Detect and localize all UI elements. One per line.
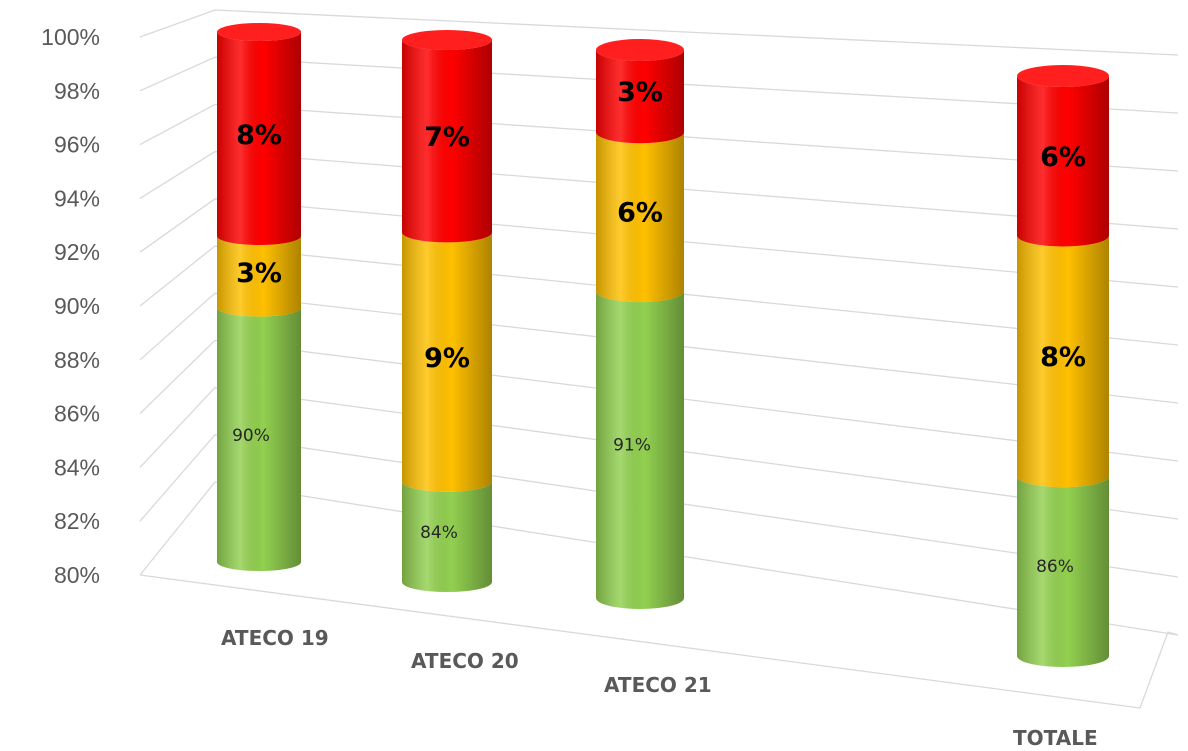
data-label: 6% <box>617 198 663 229</box>
bar-segment-shading <box>402 40 492 243</box>
bar-segment-shading <box>1017 476 1109 667</box>
bar-segment-shading <box>596 132 684 303</box>
y-tick-label: 98% <box>54 78 100 104</box>
x-category-label: ATECO 20 <box>411 649 519 673</box>
bar-segment-shading <box>217 32 301 246</box>
y-axis-tick-labels: 80% 82% 84% 86% 88% 90% 92% 94% 96% 98% 100% <box>41 24 100 588</box>
data-label: 84% <box>420 523 458 543</box>
gridline <box>139 434 1179 578</box>
data-label: 3% <box>617 77 663 108</box>
y-tick-label: 84% <box>54 454 100 480</box>
y-tick-label: 88% <box>54 347 100 373</box>
y-tick-label: 86% <box>54 401 100 427</box>
bar-segment-shading <box>217 307 301 571</box>
bar-top-cap-highlight <box>217 23 301 41</box>
gridline <box>139 9 1179 56</box>
gridline <box>139 150 1179 230</box>
gridline <box>139 292 1179 404</box>
x-category-label: ATECO 19 <box>221 626 329 650</box>
floor-outline <box>139 481 1179 709</box>
data-label: 8% <box>236 120 282 151</box>
bar-top-cap-highlight <box>596 39 684 61</box>
bar-top-cap <box>1017 65 1109 87</box>
cylinder-bar: 91% 6% 3% <box>596 39 684 609</box>
floor-front-edge <box>139 574 1141 709</box>
gridline <box>139 339 1179 462</box>
y-tick-label: 92% <box>54 239 100 265</box>
bar-top-cap <box>402 30 492 50</box>
data-label: 91% <box>613 436 651 456</box>
cylinder-bar: 90% 3% 8% <box>217 23 301 571</box>
y-tick-label: 94% <box>54 185 100 211</box>
gridline <box>139 245 1179 346</box>
y-tick-label: 100% <box>41 24 100 50</box>
bar-segment-shading <box>217 236 301 317</box>
bar-segment-shading <box>1017 235 1109 488</box>
y-tick-label: 90% <box>54 293 100 319</box>
bars-layer: 90% 3% 8% 84% 9% 7% 91% 6% 3% 86% 8% 6% <box>217 23 1109 667</box>
bar-top-cap-highlight <box>1017 65 1109 87</box>
cylinder-bar: 86% 8% 6% <box>1017 65 1109 667</box>
gridline <box>139 103 1179 172</box>
data-label: 86% <box>1036 557 1074 577</box>
bar-segment-shading <box>402 481 492 592</box>
data-label: 6% <box>1040 142 1086 173</box>
gridline <box>139 56 1179 114</box>
cylinder-bar: 84% 9% 7% <box>402 30 492 592</box>
y-tick-label: 80% <box>54 562 100 588</box>
data-label: 90% <box>232 426 270 446</box>
bar-top-cap-highlight <box>402 30 492 50</box>
bar-segment-shading <box>596 50 684 144</box>
grid-layer <box>139 9 1179 709</box>
bar-segment-shading <box>596 291 684 609</box>
bar-segment-shading <box>402 232 492 492</box>
bar-top-cap <box>596 39 684 61</box>
data-label: 3% <box>236 258 282 289</box>
gridline <box>139 386 1179 520</box>
bar-segment-shading <box>1017 76 1109 247</box>
x-category-label: ATECO 21 <box>604 673 712 697</box>
x-category-label: TOTALE <box>1013 726 1098 750</box>
x-axis-category-labels: ATECO 19 ATECO 20 ATECO 21 TOTALE <box>221 626 1098 750</box>
gridline <box>139 198 1179 288</box>
y-tick-label: 82% <box>54 508 100 534</box>
y-tick-label: 96% <box>54 132 100 158</box>
bar-top-cap <box>217 23 301 41</box>
data-label: 9% <box>424 343 470 374</box>
data-label: 7% <box>424 122 470 153</box>
data-label: 8% <box>1040 342 1086 373</box>
